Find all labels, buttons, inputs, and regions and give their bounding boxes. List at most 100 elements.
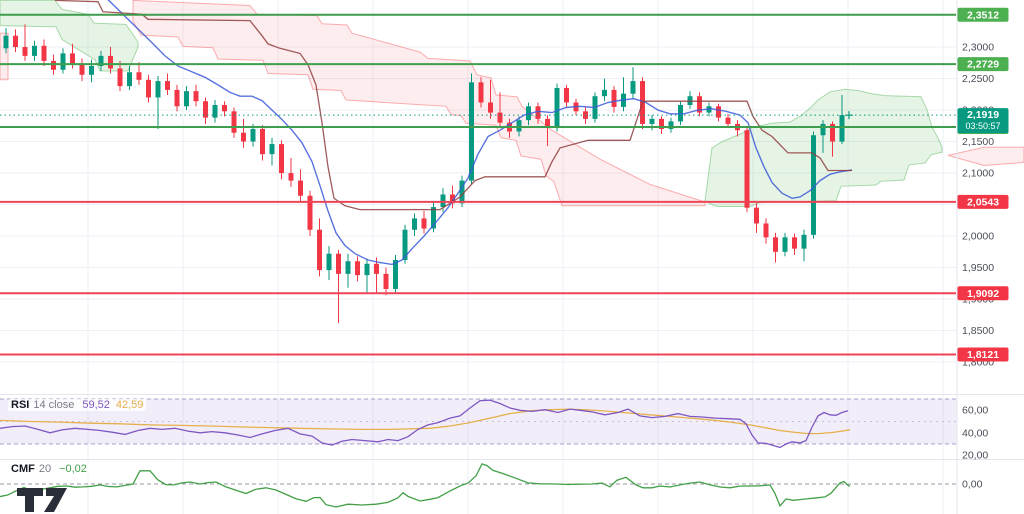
- axis-tick-2,1000: 2,1000: [962, 168, 994, 180]
- cmf-value: −0,02: [59, 463, 87, 475]
- candle-up: [459, 180, 465, 204]
- rsi-indicator-params: 14 close: [33, 399, 75, 411]
- candle-up: [839, 115, 845, 142]
- candle-up: [649, 118, 655, 124]
- candle-up: [440, 194, 446, 208]
- price-level-chip-1,8121[interactable]: [957, 347, 1009, 362]
- candle-up: [554, 88, 560, 128]
- candle-up: [32, 45, 37, 56]
- candle-up: [516, 120, 522, 132]
- candle-down: [374, 263, 379, 274]
- candle-up: [782, 237, 788, 252]
- chip-text: 2,1919: [967, 109, 999, 121]
- chip-text: 03:50:57: [965, 121, 1000, 131]
- price-level-chip-2,3512[interactable]: [957, 7, 1009, 22]
- candle-down: [174, 89, 180, 107]
- tenkan-sen-line: [107, 0, 853, 266]
- ichimoku-bullish-cloud: [0, 0, 139, 72]
- rsi-axis-tick-40,00: 40,00: [962, 428, 988, 440]
- candle-up: [155, 81, 161, 98]
- candle-up: [811, 135, 816, 235]
- chip-text: 2,3512: [967, 9, 999, 21]
- candle-up: [393, 260, 398, 289]
- candle-up: [668, 121, 674, 129]
- candle-up: [127, 72, 132, 87]
- candle-down: [763, 223, 769, 238]
- candle-down: [203, 101, 208, 118]
- rsi-pane-header[interactable]: RSI 14 close 59,52 42,59: [8, 399, 147, 411]
- rsi-line: [0, 399, 849, 449]
- candle-down: [146, 79, 151, 98]
- candle-down: [488, 102, 493, 113]
- candle-down: [241, 132, 246, 142]
- chip-text: 1,9092: [967, 288, 999, 300]
- ichimoku-bearish-cloud: [132, 0, 706, 207]
- rsi-axis-tick-20,00: 20,00: [962, 450, 988, 462]
- candle-up: [212, 105, 218, 118]
- candle-down: [222, 105, 227, 112]
- candle-down: [193, 91, 199, 102]
- axis-tick-2,2500: 2,2500: [962, 73, 994, 85]
- candle-down: [51, 60, 56, 70]
- candle-up: [364, 263, 370, 276]
- candle-down: [108, 55, 113, 69]
- cmf-pane-header[interactable]: CMF 20 −0,02: [8, 463, 90, 475]
- chip-text: 2,2729: [967, 59, 999, 71]
- candle-down: [535, 106, 541, 119]
- candle-down: [611, 89, 617, 107]
- tradingview-logo[interactable]: [16, 487, 74, 513]
- candle-up: [326, 253, 332, 271]
- candle-down: [697, 96, 702, 113]
- candle-down: [545, 118, 550, 128]
- ichimoku-bearish-cloud: [947, 146, 1024, 167]
- candle-down: [773, 237, 778, 252]
- rsi-ma-line: [0, 408, 851, 435]
- candle-down: [744, 130, 750, 208]
- candle-up: [60, 53, 66, 70]
- candle-up: [250, 128, 256, 142]
- candle-up: [469, 82, 474, 181]
- rsi-ma-value: 42,59: [115, 399, 144, 411]
- candle-down: [478, 82, 484, 103]
- axis-tick-2,0000: 2,0000: [962, 231, 994, 243]
- candle-down: [830, 123, 835, 142]
- last-price-marker: [845, 111, 853, 120]
- candle-up: [89, 65, 94, 75]
- candle-down: [165, 81, 170, 90]
- price-level-chip-2,2729[interactable]: [957, 57, 1009, 72]
- candle-up: [412, 218, 417, 230]
- candle-up: [184, 91, 189, 107]
- candle-up: [602, 89, 607, 97]
- candle-down: [279, 144, 284, 174]
- candle-down: [792, 237, 797, 249]
- candle-up: [98, 55, 104, 66]
- price-level-chip-2,0543[interactable]: [957, 194, 1009, 209]
- candle-up: [269, 144, 275, 155]
- price-level-chip-1,9092[interactable]: [957, 286, 1009, 301]
- chip-text: 2,0543: [967, 196, 999, 208]
- candle-down: [716, 106, 721, 118]
- candle-up: [345, 261, 351, 274]
- candle-up: [630, 81, 636, 94]
- candle-down: [298, 180, 303, 196]
- cmf-axis-tick-0,00: 0,00: [962, 479, 983, 491]
- candle-up: [801, 234, 807, 249]
- cmf-line: [0, 463, 851, 508]
- last-price-chip[interactable]: [957, 108, 1009, 134]
- candle-down: [13, 35, 18, 48]
- axis-tick-1,8500: 1,8500: [962, 325, 994, 337]
- candle-down: [421, 218, 427, 229]
- axis-tick-2,1500: 2,1500: [962, 136, 994, 148]
- candle-down: [70, 53, 75, 64]
- candle-down: [725, 117, 731, 124]
- candle-down: [117, 68, 123, 87]
- candle-down: [497, 112, 503, 123]
- axis-tick-2,3000: 2,3000: [962, 42, 994, 54]
- rsi-value: 59,52: [82, 399, 110, 411]
- candle-down: [317, 229, 322, 271]
- candle-down: [659, 118, 664, 129]
- candle-down: [288, 173, 294, 181]
- candle-down: [383, 273, 389, 289]
- candle-down: [260, 128, 265, 155]
